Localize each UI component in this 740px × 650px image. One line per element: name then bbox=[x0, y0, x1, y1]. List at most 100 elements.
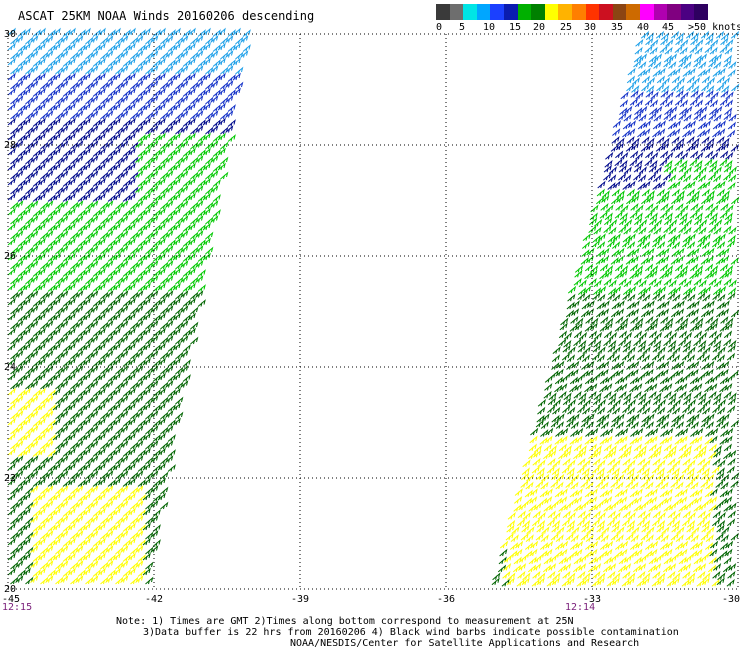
wind-barb bbox=[17, 74, 26, 82]
wind-barb bbox=[7, 57, 16, 66]
wind-barb bbox=[561, 465, 570, 474]
wind-barb bbox=[122, 404, 131, 412]
wind-barb bbox=[202, 162, 211, 171]
wind-barb bbox=[195, 275, 204, 283]
wind-barb bbox=[62, 284, 71, 292]
wind-barb bbox=[120, 575, 129, 583]
wind-barb bbox=[217, 162, 226, 171]
wind-barb bbox=[517, 562, 527, 571]
wind-barb bbox=[551, 472, 560, 480]
wind-barb bbox=[127, 27, 136, 36]
wind-barb bbox=[687, 459, 696, 468]
wind-barb bbox=[10, 306, 19, 315]
wind-barb bbox=[683, 61, 692, 69]
wind-barb bbox=[559, 382, 568, 391]
wind-barb bbox=[722, 564, 732, 573]
wind-barb bbox=[105, 470, 114, 478]
wind-barb bbox=[592, 287, 602, 296]
wind-barb bbox=[25, 576, 34, 585]
wind-barb bbox=[723, 503, 732, 512]
wind-barb bbox=[600, 429, 609, 437]
wind-barb bbox=[653, 339, 662, 348]
wind-barb bbox=[618, 556, 627, 565]
wind-barb bbox=[661, 300, 670, 308]
wind-barb bbox=[676, 137, 685, 146]
wind-barb bbox=[62, 29, 71, 37]
wind-barb bbox=[649, 496, 658, 504]
wind-barb bbox=[577, 405, 586, 414]
wind-barb bbox=[585, 429, 594, 437]
wind-barb bbox=[82, 87, 91, 96]
wind-barb bbox=[663, 164, 672, 173]
wind-barb bbox=[671, 414, 680, 423]
wind-barb bbox=[602, 564, 612, 573]
wind-barb bbox=[567, 285, 577, 294]
wind-barb bbox=[25, 96, 34, 105]
wind-barb bbox=[77, 449, 86, 457]
wind-barb bbox=[653, 53, 663, 61]
wind-barb bbox=[47, 419, 56, 427]
legend-tick-label: >50 knots bbox=[688, 22, 740, 33]
wind-barb bbox=[77, 89, 86, 97]
wind-barb bbox=[649, 382, 658, 391]
wind-barb bbox=[642, 285, 652, 294]
wind-barb bbox=[604, 382, 613, 391]
wind-barb bbox=[683, 449, 692, 458]
wind-barb bbox=[152, 44, 161, 52]
wind-barb bbox=[491, 577, 500, 586]
wind-barb bbox=[17, 509, 26, 517]
wind-barb bbox=[160, 201, 169, 210]
wind-barb bbox=[232, 87, 241, 96]
wind-barb bbox=[730, 419, 739, 428]
wind-barb bbox=[638, 444, 647, 453]
wind-barb bbox=[702, 180, 711, 189]
wind-barb bbox=[75, 140, 84, 148]
wind-barb bbox=[60, 185, 69, 193]
wind-barb bbox=[112, 507, 121, 516]
wind-barb bbox=[25, 156, 34, 165]
wind-barb bbox=[137, 164, 146, 172]
wind-barb bbox=[205, 36, 214, 45]
wind-barb bbox=[715, 419, 724, 428]
wind-barb bbox=[727, 344, 736, 353]
wind-barb bbox=[623, 339, 632, 348]
wind-barb bbox=[536, 414, 545, 423]
wind-barb bbox=[142, 327, 151, 336]
wind-barb bbox=[574, 540, 584, 549]
wind-barb bbox=[698, 226, 707, 235]
wind-barb bbox=[593, 444, 602, 453]
wind-barb bbox=[712, 397, 721, 406]
wind-barb bbox=[604, 496, 613, 504]
wind-barb bbox=[77, 194, 86, 202]
wind-barb bbox=[160, 186, 169, 195]
wind-barb bbox=[25, 81, 34, 90]
wind-barb bbox=[150, 155, 159, 163]
wind-barb bbox=[724, 488, 733, 496]
wind-barb bbox=[135, 50, 144, 58]
wind-barb bbox=[195, 290, 204, 298]
wind-barb bbox=[686, 301, 695, 310]
wind-barb bbox=[715, 143, 724, 152]
wind-barb bbox=[82, 372, 91, 381]
wind-barb bbox=[625, 257, 634, 265]
wind-barb bbox=[55, 411, 64, 420]
wind-barb bbox=[115, 306, 124, 315]
wind-barb bbox=[7, 207, 16, 216]
wind-barb bbox=[581, 414, 590, 423]
wind-barb bbox=[75, 170, 84, 178]
wind-barb bbox=[675, 142, 684, 151]
wind-barb bbox=[652, 397, 661, 406]
wind-barb bbox=[92, 104, 101, 112]
wind-barb bbox=[82, 342, 91, 351]
wind-barb bbox=[135, 290, 144, 298]
wind-barb bbox=[130, 351, 139, 360]
wind-barb bbox=[202, 207, 211, 216]
wind-barb bbox=[90, 200, 99, 208]
wind-barb bbox=[47, 239, 56, 247]
wind-barb bbox=[611, 524, 620, 533]
wind-barb bbox=[187, 252, 196, 261]
wind-barb bbox=[17, 134, 26, 142]
wind-barb bbox=[717, 406, 726, 415]
wind-barb bbox=[45, 455, 54, 463]
wind-barb bbox=[130, 141, 139, 150]
